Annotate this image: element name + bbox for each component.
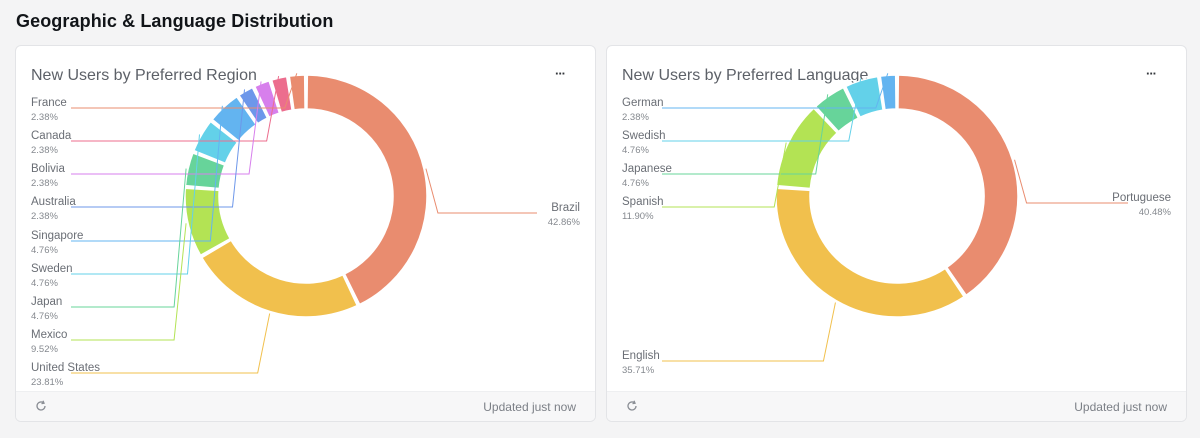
slice-label-german: German	[622, 97, 664, 109]
leader-line-mexico	[71, 223, 187, 341]
card-title: New Users by Preferred Language	[622, 67, 869, 84]
language-chart-card: New Users by Preferred Language ··· Port…	[606, 45, 1187, 422]
slice-percent-english: 35.71%	[622, 365, 655, 376]
leader-line-japan	[71, 168, 187, 308]
updated-status: Updated just now	[1074, 400, 1167, 414]
slice-label-japan: Japan	[31, 296, 62, 308]
card-title: New Users by Preferred Region	[31, 67, 257, 84]
leader-line-sweden	[71, 134, 200, 275]
section-title: Geographic & Language Distribution	[16, 11, 334, 31]
more-options-button[interactable]: ···	[1146, 66, 1157, 81]
donut-slice-australia[interactable]	[238, 86, 269, 125]
leader-line-spanish	[662, 142, 787, 208]
updated-status: Updated just now	[483, 400, 576, 414]
more-options-button[interactable]: ···	[555, 66, 566, 81]
slice-label-portuguese: Portuguese	[1112, 192, 1171, 204]
slice-percent-japan: 4.76%	[31, 311, 58, 322]
slice-label-mexico: Mexico	[31, 329, 67, 341]
slice-percent-bolivia: 2.38%	[31, 178, 58, 189]
leader-line-english	[662, 302, 836, 362]
region-donut-chart: Brazil 42.86% France 2.38% Canada 2.38% Bolivi…	[31, 73, 581, 388]
slice-label-united-states: United States	[31, 362, 100, 374]
leader-line-bolivia	[71, 81, 262, 175]
leader-line-australia	[71, 89, 246, 208]
donut-slice-mexico[interactable]	[184, 187, 231, 257]
leader-line-singapore	[71, 105, 223, 242]
donut-slice-japanese[interactable]	[814, 86, 860, 133]
leader-line-canada	[71, 75, 280, 142]
leader-line-france	[71, 73, 298, 109]
donut-slice-united-states[interactable]	[201, 239, 358, 318]
donut-slice-portuguese[interactable]	[897, 74, 1019, 297]
region-chart-card: New Users by Preferred Region ··· Brazil…	[15, 45, 596, 422]
slice-percent-australia: 2.38%	[31, 211, 58, 222]
slice-percent-japanese: 4.76%	[622, 178, 649, 189]
slice-percent-singapore: 4.76%	[31, 245, 58, 256]
slice-percent-sweden: 4.76%	[31, 278, 58, 289]
slice-label-brazil: Brazil	[551, 202, 580, 214]
refresh-icon[interactable]	[35, 400, 47, 412]
leader-line-portuguese	[1014, 159, 1128, 204]
slice-label-australia: Australia	[31, 196, 76, 208]
slice-label-bolivia: Bolivia	[31, 163, 65, 175]
card-footer: Updated just now	[16, 391, 595, 421]
slice-percent-spanish: 11.90%	[622, 211, 654, 222]
slice-label-japanese: Japanese	[622, 163, 672, 175]
donut-slice-english[interactable]	[775, 187, 965, 318]
slice-percent-mexico: 9.52%	[31, 344, 58, 355]
slice-label-english: English	[622, 350, 660, 362]
slice-label-sweden: Sweden	[31, 263, 73, 275]
leader-line-japanese	[662, 94, 829, 175]
donut-slice-brazil[interactable]	[306, 74, 428, 306]
slice-label-singapore: Singapore	[31, 230, 83, 242]
slice-percent-portuguese: 40.48%	[1139, 207, 1172, 218]
slice-percent-brazil: 42.86%	[548, 217, 581, 228]
leader-line-united-states	[71, 313, 271, 374]
slice-label-spanish: Spanish	[622, 196, 664, 208]
leader-line-german	[662, 73, 889, 109]
slice-percent-united-states: 23.81%	[31, 377, 64, 388]
slice-percent-swedish: 4.76%	[622, 145, 649, 156]
card-footer: Updated just now	[607, 391, 1186, 421]
slice-label-canada: Canada	[31, 130, 72, 142]
leader-line-brazil	[425, 168, 537, 214]
donut-slice-swedish[interactable]	[844, 75, 884, 118]
slice-percent-canada: 2.38%	[31, 145, 58, 156]
leader-line-swedish	[662, 78, 862, 142]
refresh-icon[interactable]	[626, 400, 638, 412]
slice-percent-german: 2.38%	[622, 112, 649, 123]
slice-label-swedish: Swedish	[622, 130, 665, 142]
language-donut-chart: Portuguese 40.48% English 35.71% German 2.38%…	[622, 73, 1172, 376]
slice-label-france: France	[31, 97, 67, 109]
slice-percent-france: 2.38%	[31, 112, 58, 123]
